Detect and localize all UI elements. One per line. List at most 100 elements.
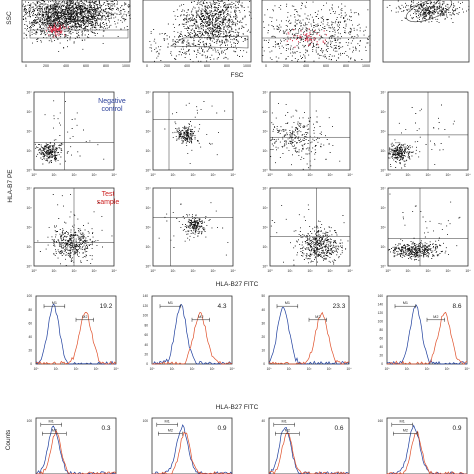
gated-percentage-value: 8.6 <box>452 303 461 310</box>
test-histogram-line <box>386 430 467 474</box>
decade-tick-label: 10¹ <box>52 269 58 273</box>
decade-tick-label: 10² <box>191 269 197 273</box>
count-tick-label: 100 <box>143 314 149 318</box>
panel-frame <box>142 0 252 63</box>
gate-m2-label: M2 <box>52 429 57 433</box>
decade-tick-label: 10⁴ <box>230 269 236 273</box>
count-tick-label: 0 <box>381 362 383 366</box>
gate-m1-label: M1 <box>168 301 173 305</box>
decade-tick-label: 10² <box>307 367 312 371</box>
panel-frame <box>152 187 234 267</box>
histogram-panel-r1c4: M1 M2 8.6 0 20 40 60 80 100 120 140 160 10⁰ 10¹ 10² 10³… <box>378 294 470 371</box>
gate-m2-marker <box>42 431 67 436</box>
decade-tick-label: 10⁴ <box>347 173 353 177</box>
decade-tick-label: 10³ <box>327 367 332 371</box>
gated-percentage-value: 0.6 <box>334 425 343 432</box>
decade-tick-label: 10³ <box>211 173 217 177</box>
gate-m1-marker <box>43 304 66 309</box>
hla-panel-r1c4: 10⁰ 10¹ 10² 10³ 10⁴ 10⁰ 10¹ 10² 10³ 10⁴ <box>380 91 471 178</box>
histogram-panel-r2c3: M1 M2 0.6 40 <box>261 417 350 474</box>
test-sample-text: sample <box>97 199 120 206</box>
fsc-ssc-row: SSC 0 200 400 600 800 1000 0 200 400 600 800 1000 0 20… <box>6 0 470 79</box>
count-tick-label: 120 <box>378 311 384 315</box>
decade-tick-label: 10⁴ <box>465 173 471 177</box>
gate-m2-marker <box>308 317 327 322</box>
decade-tick-label: 10¹ <box>288 269 294 273</box>
gate-m1-label: M1 <box>282 420 287 424</box>
panel-frame <box>151 417 233 474</box>
decade-tick-label: 10¹ <box>170 367 175 371</box>
decade-tick-label: 10¹ <box>52 173 58 177</box>
test-sample-text: Test <box>102 191 115 198</box>
panel-frame <box>33 91 115 171</box>
decade-tick-label: 10² <box>425 367 430 371</box>
event-dots <box>46 21 69 38</box>
decade-tick-label: 10³ <box>94 367 99 371</box>
decade-tick-label: 10³ <box>211 269 217 273</box>
fsc-tick-label: 400 <box>303 64 309 68</box>
negative-histogram-line <box>268 427 350 474</box>
negative-histogram-line <box>151 303 233 365</box>
fsc-tick-label: 200 <box>283 64 289 68</box>
event-dots <box>270 109 334 170</box>
decade-tick-label: 10⁰ <box>385 269 391 273</box>
count-tick-label: 140 <box>378 303 384 307</box>
panel-frame <box>387 187 469 267</box>
decade-tick-label: 10³ <box>381 206 387 210</box>
count-tick-label: 160 <box>378 294 384 298</box>
decade-tick-label: 10² <box>381 130 387 134</box>
histogram-panel-r2c4: M1 M2 0.9 160 <box>378 417 468 474</box>
decade-tick-label: 10⁰ <box>26 169 32 173</box>
gated-percentage-value: 19.2 <box>100 303 113 310</box>
gate-m1-marker <box>40 422 62 427</box>
decade-tick-label: 10⁴ <box>145 187 151 191</box>
decade-tick-label: 10⁰ <box>267 269 273 273</box>
decade-tick-label: 10⁴ <box>347 269 353 273</box>
count-tick-label: 20 <box>144 352 148 356</box>
decade-tick-label: 10⁴ <box>230 367 236 371</box>
gate-m1-marker <box>276 304 299 309</box>
panel-frame <box>21 0 131 63</box>
gate-m2-marker <box>191 317 210 322</box>
decade-tick-label: 10⁰ <box>380 169 386 173</box>
decade-tick-label: 10⁴ <box>262 91 268 95</box>
decade-tick-label: 10⁴ <box>465 367 471 371</box>
gated-percentage-value: 4.3 <box>217 303 226 310</box>
event-dots <box>398 104 455 166</box>
gate-m2-marker <box>426 317 445 322</box>
negative-histogram-line <box>35 303 116 365</box>
gate-m1-marker <box>159 304 182 309</box>
fsc-ssc-panel-4 <box>382 0 470 63</box>
decade-tick-label: 10¹ <box>381 245 387 249</box>
decade-tick-label: 10⁰ <box>267 173 273 177</box>
decade-tick-label: 10³ <box>92 269 98 273</box>
decade-tick-label: 10⁴ <box>26 187 32 191</box>
decade-tick-label: 10⁰ <box>26 265 32 269</box>
gate-m1-marker <box>156 422 178 427</box>
gate-m1-label: M1 <box>285 301 290 305</box>
panel-frame <box>261 0 371 63</box>
gate-m1-label: M1 <box>403 301 408 305</box>
decade-tick-label: 10² <box>27 130 33 134</box>
fsc-tick-label: 0 <box>146 64 148 68</box>
decade-tick-label: 10³ <box>328 269 334 273</box>
panel-frame <box>35 417 117 474</box>
hla-panel-r1c1: 10⁰ 10¹ 10² 10³ 10⁴ 10⁰ 10¹ 10² 10³ 10⁴ <box>26 91 117 178</box>
decade-tick-label: 10¹ <box>146 149 152 153</box>
negative-histogram-line <box>35 425 116 474</box>
decade-tick-label: 10³ <box>146 206 152 210</box>
decade-tick-label: 10³ <box>263 110 269 114</box>
decade-tick-label: 10¹ <box>263 245 269 249</box>
test-sample-label: Test sample <box>97 191 120 206</box>
panel-frame <box>268 417 350 474</box>
count-tick-label: 0 <box>263 362 265 366</box>
hla-panel-r1c3: 10⁰ 10¹ 10² 10³ 10⁴ 10⁰ 10¹ 10² 10³ 10⁴ <box>262 91 353 178</box>
counts-axis-label: Counts <box>5 429 12 450</box>
gate-m2-marker <box>275 431 300 436</box>
fsc-ssc-panel-3: 0 200 400 600 800 1000 <box>261 0 371 68</box>
decade-tick-label: 10⁴ <box>111 173 117 177</box>
fsc-tick-label: 200 <box>164 64 170 68</box>
decade-tick-label: 10⁰ <box>145 265 151 269</box>
count-tick-label: 20 <box>379 354 383 358</box>
